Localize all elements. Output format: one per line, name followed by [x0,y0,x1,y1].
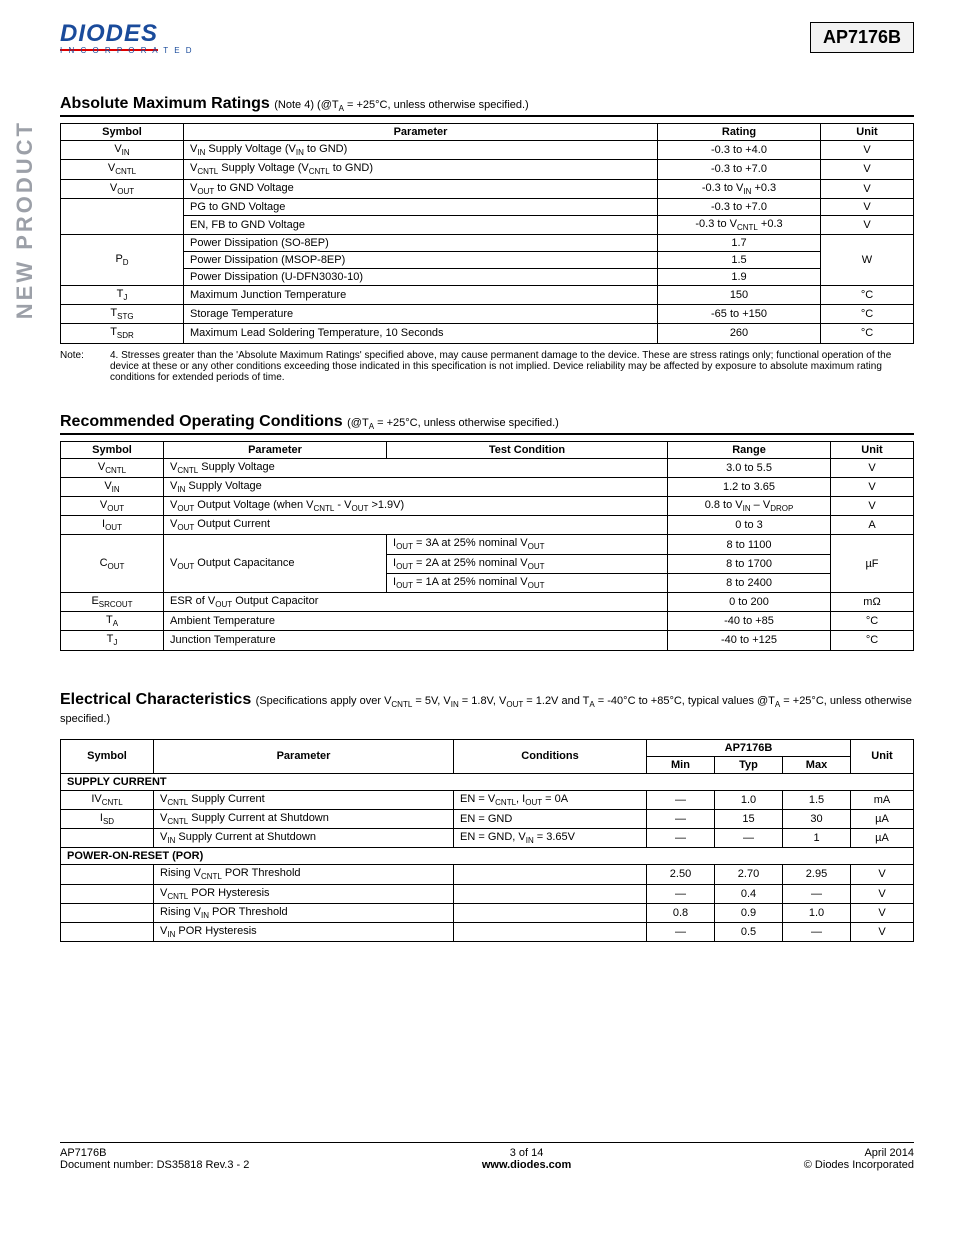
col-typ: Typ [715,756,783,773]
rec-op-table: Symbol Parameter Test Condition Range Un… [60,441,914,651]
col-unit: Unit [821,124,914,141]
col-symbol: Symbol [61,441,164,458]
section-abs-max-title: Absolute Maximum Ratings (Note 4) (@TA =… [60,95,914,117]
col-symbol: Symbol [61,739,154,773]
table-row: COUT VOUT Output Capacitance IOUT = 3A a… [61,535,914,554]
col-unit: Unit [831,441,914,458]
table-row: ESRCOUT ESR of VOUT Output Capacitor 0 t… [61,593,914,612]
page-header: DIODES I N C O R P O R A T E D AP7176B [60,20,914,55]
col-symbol: Symbol [61,124,184,141]
note-block: Note: 4. Stresses greater than the 'Abso… [60,350,914,383]
table-row: TJ Junction Temperature -40 to +125°C [61,631,914,650]
group-supply-current: SUPPLY CURRENT [61,773,914,790]
col-parameter: Parameter [154,739,454,773]
col-unit: Unit [851,739,914,773]
col-range: Range [668,441,831,458]
table-row: Power Dissipation (U-DFN3030-10)1.9 [61,268,914,285]
footer-left: AP7176B Document number: DS35818 Rev.3 -… [60,1147,249,1171]
table-row: VOUT VOUT to GND Voltage -0.3 to VIN +0.… [61,179,914,198]
note-label: Note: [60,350,110,383]
table-row: VCNTL VCNTL Supply Voltage (VCNTL to GND… [61,160,914,179]
table-row: VIN POR Hysteresis —0.5—V [61,922,914,941]
elec-char-table: Symbol Parameter Conditions AP7176B Unit… [60,739,914,942]
logo-block: DIODES I N C O R P O R A T E D [60,20,194,55]
table-row: TSDR Maximum Lead Soldering Temperature,… [61,324,914,343]
col-parameter: Parameter [164,441,387,458]
part-number-box: AP7176B [810,22,914,53]
col-test-condition: Test Condition [387,441,668,458]
elec-char-title-text: Electrical Characteristics [60,691,251,708]
footer-right: April 2014 © Diodes Incorporated [804,1147,914,1171]
table-row: Power Dissipation (MSOP-8EP)1.5 [61,251,914,268]
table-row: VIN VIN Supply Voltage (VIN to GND) -0.3… [61,141,914,160]
table-row: TSTG Storage Temperature-65 to +150°C [61,305,914,324]
table-row: IVCNTL VCNTL Supply Current EN = VCNTL, … [61,790,914,809]
rec-op-title-text: Recommended Operating Conditions [60,413,343,430]
table-row: PD Power Dissipation (SO-8EP) 1.7 W [61,234,914,251]
sidebar-label: NEW PRODUCT [12,120,38,319]
table-row: PG to GND Voltage -0.3 to +7.0 V [61,198,914,215]
col-min: Min [647,756,715,773]
table-row: Rising VIN POR Threshold 0.80.91.0V [61,903,914,922]
abs-max-title-text: Absolute Maximum Ratings [60,95,270,112]
logo-subtitle: I N C O R P O R A T E D [60,46,194,55]
table-row: EN, FB to GND Voltage -0.3 to VCNTL +0.3… [61,215,914,234]
table-row: Rising VCNTL POR Threshold 2.502.702.95V [61,865,914,884]
page-footer: AP7176B Document number: DS35818 Rev.3 -… [60,1142,914,1171]
table-row: TA Ambient Temperature -40 to +85°C [61,612,914,631]
table-row: ISD VCNTL Supply Current at Shutdown EN … [61,809,914,828]
table-row: VIN VIN Supply Voltage 1.2 to 3.65V [61,477,914,496]
col-rating: Rating [658,124,821,141]
col-parameter: Parameter [184,124,658,141]
abs-max-note-inline: (Note 4) (@TA = +25°C, unless otherwise … [274,99,528,111]
abs-max-table: Symbol Parameter Rating Unit VIN VIN Sup… [60,123,914,343]
section-rec-op-title: Recommended Operating Conditions (@TA = … [60,413,914,435]
table-row: IOUT VOUT Output Current 0 to 3A [61,516,914,535]
col-device: AP7176B [647,739,851,756]
rec-op-note-inline: (@TA = +25°C, unless otherwise specified… [347,417,559,429]
table-row: VIN Supply Current at Shutdown EN = GND,… [61,829,914,848]
section-elec-char-title: Electrical Characteristics (Specificatio… [60,691,914,729]
col-max: Max [783,756,851,773]
note-text: 4. Stresses greater than the 'Absolute M… [110,350,914,383]
col-conditions: Conditions [454,739,647,773]
footer-middle: 3 of 14 www.diodes.com [482,1147,571,1171]
group-por: POWER-ON-RESET (POR) [61,848,914,865]
table-row: TJ Maximum Junction Temperature150°C [61,285,914,304]
table-row: VCNTL VCNTL Supply Voltage 3.0 to 5.5V [61,458,914,477]
table-row: VCNTL POR Hysteresis —0.4—V [61,884,914,903]
table-row: VOUT VOUT Output Voltage (when VCNTL - V… [61,497,914,516]
